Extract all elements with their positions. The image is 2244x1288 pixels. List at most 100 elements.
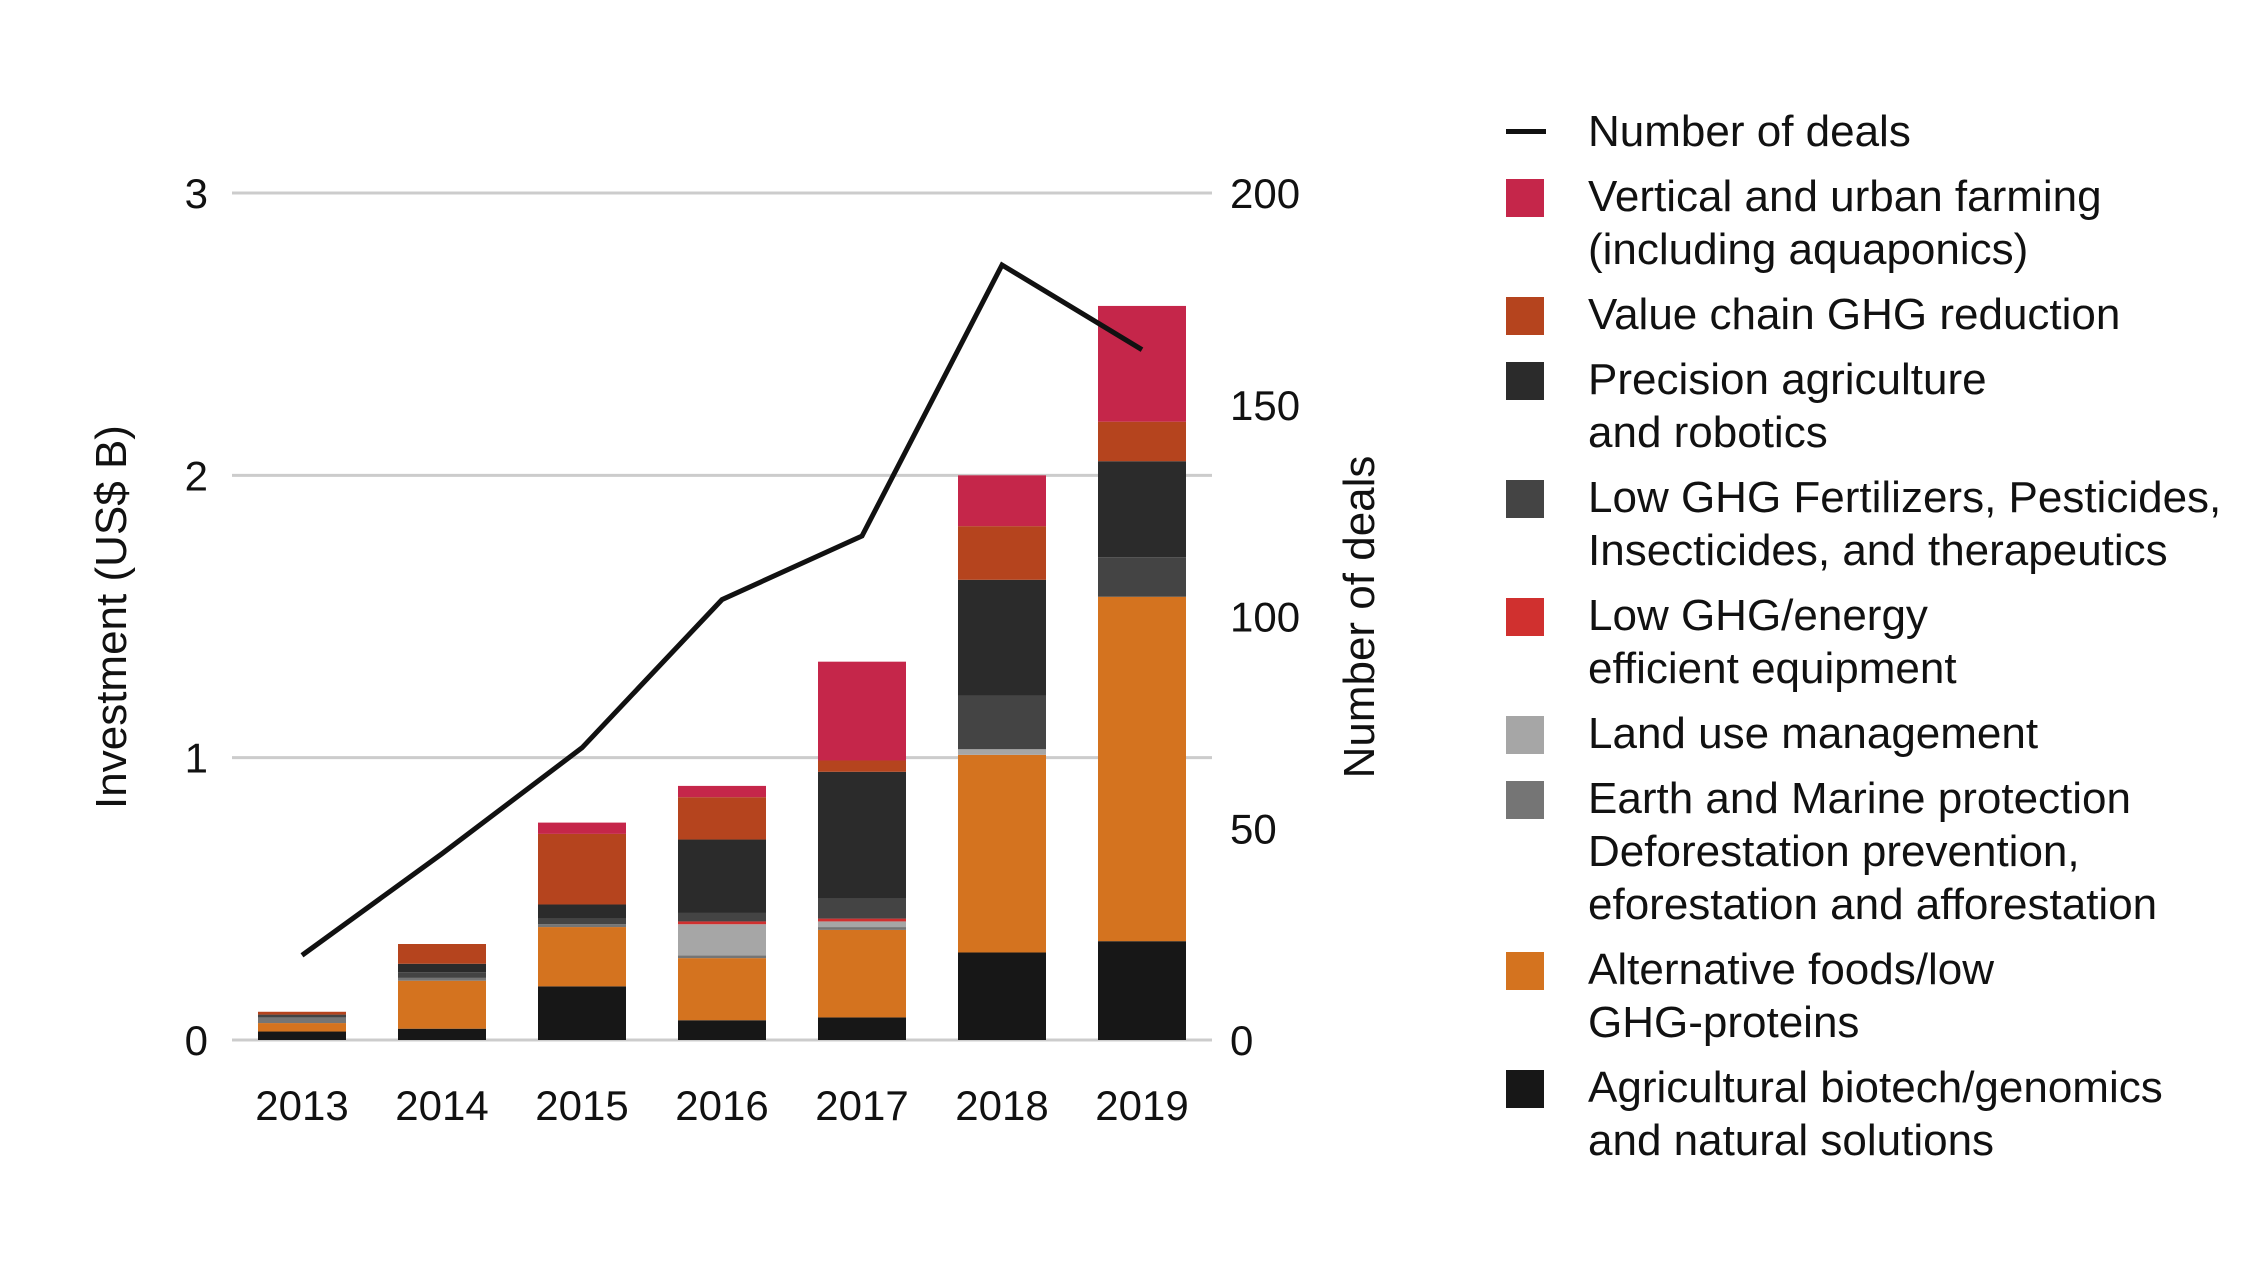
y2-tick-label: 200 — [1230, 170, 1300, 217]
bar-segment — [818, 918, 906, 922]
bar-segment — [678, 921, 766, 925]
bar-segment — [258, 1023, 346, 1032]
legend-item-value-chain-ghg: Value chain GHG reduction — [1500, 288, 2240, 341]
bar-segment — [678, 839, 766, 913]
legend-swatch — [1506, 297, 1544, 335]
bar-segment — [538, 904, 626, 919]
x-tick-label: 2015 — [535, 1082, 628, 1129]
legend-item-alternative-foods: Alternative foods/low GHG-proteins — [1500, 943, 2240, 1049]
y2-tick-label: 150 — [1230, 382, 1300, 429]
y-axis-title: Investment (US$ B) — [87, 425, 136, 809]
legend-swatch — [1506, 480, 1544, 518]
legend-swatch — [1506, 716, 1544, 754]
bar-segment — [398, 977, 486, 981]
legend-swatch — [1506, 179, 1544, 217]
x-tick-label: 2016 — [675, 1082, 768, 1129]
bar-segment — [258, 1014, 346, 1018]
y-tick-label: 0 — [185, 1017, 208, 1064]
bar-segment — [818, 661, 906, 761]
bar-segment — [678, 797, 766, 840]
legend: Number of deals Vertical and urban farmi… — [1500, 105, 2240, 1179]
legend-item-low-ghg-fertilizers: Low GHG Fertilizers, Pesticides, Insecti… — [1500, 471, 2240, 577]
legend-label: Land use management — [1588, 709, 2039, 758]
legend-label: Low GHG/energy efficient equipment — [1588, 591, 1957, 693]
legend-swatch — [1506, 781, 1544, 819]
bar-segment — [398, 944, 486, 964]
bar-segment — [958, 579, 1046, 696]
legend-item-low-ghg-equipment: Low GHG/energy efficient equipment — [1500, 589, 2240, 695]
legend-swatch — [1506, 952, 1544, 990]
bar-segment — [678, 924, 766, 956]
bar-segment — [398, 963, 486, 973]
legend-item-agricultural-biotech: Agricultural biotech/genomics and natura… — [1500, 1061, 2240, 1167]
bar-segment — [678, 912, 766, 922]
x-tick-label: 2014 — [395, 1082, 488, 1129]
x-tick-label: 2017 — [815, 1082, 908, 1129]
x-tick-label: 2013 — [255, 1082, 348, 1129]
legend-item-land-use: Land use management — [1500, 707, 2240, 760]
bar-segment — [538, 918, 626, 925]
y-tick-label: 1 — [185, 735, 208, 782]
bar-segment — [538, 986, 626, 1040]
bar-segment — [1098, 557, 1186, 597]
bar-segment — [258, 1017, 346, 1024]
bar-segment — [678, 958, 766, 1021]
bar-segment — [958, 749, 1046, 755]
y-tick-label: 2 — [185, 452, 208, 499]
bar-segment — [678, 1020, 766, 1040]
legend-label: Precision agriculture and robotics — [1588, 355, 1987, 457]
bar-segment — [678, 785, 766, 798]
x-tick-label: 2018 — [955, 1082, 1048, 1129]
bar-segment — [538, 927, 626, 987]
bar-segment — [818, 927, 906, 930]
bar-segment — [678, 955, 766, 959]
bars — [258, 305, 1186, 1040]
bar-segment — [958, 695, 1046, 750]
bar-segment — [398, 972, 486, 978]
bar-segment — [258, 1031, 346, 1040]
deals-line-layer — [300, 261, 1144, 958]
legend-swatch — [1506, 1070, 1544, 1108]
bar-segment — [818, 929, 906, 1018]
legend-label: Value chain GHG reduction — [1588, 290, 2121, 339]
axes: 0 1 2 3 0 50 100 150 200 2013 2014 2015 2016 2017 2018… — [185, 170, 1300, 1129]
legend-item-precision-agriculture: Precision agriculture and robotics — [1500, 353, 2240, 459]
bar-segment — [258, 1011, 346, 1015]
bar-segment — [958, 952, 1046, 1040]
bar-segment — [1098, 421, 1186, 462]
legend-label: Alternative foods/low GHG-proteins — [1588, 945, 1994, 1047]
bar-segment — [958, 754, 1046, 953]
bar-segment — [538, 924, 626, 928]
bar-segment — [1098, 305, 1186, 422]
legend-label: Low GHG Fertilizers, Pesticides, Insecti… — [1588, 473, 2222, 575]
y2-axis-title: Number of deals — [1335, 456, 1384, 779]
bar-segment — [538, 833, 626, 905]
y2-tick-label: 50 — [1230, 805, 1277, 852]
y-tick-label: 3 — [185, 170, 208, 217]
bar-segment — [1098, 596, 1186, 942]
legend-item-earth-marine: Earth and Marine protection Deforestatio… — [1500, 772, 2240, 931]
bar-segment — [818, 1017, 906, 1040]
legend-swatch — [1506, 598, 1544, 636]
bar-segment — [818, 921, 906, 928]
investment-chart: 0 1 2 3 0 50 100 150 200 2013 2014 2015 2016 2017 2018… — [87, 170, 1384, 1129]
x-tick-label: 2019 — [1095, 1082, 1188, 1129]
bar-segment — [1098, 941, 1186, 1040]
legend-label: Number of deals — [1588, 107, 1911, 156]
bar-segment — [538, 822, 626, 834]
legend-label: Agricultural biotech/genomics and natura… — [1588, 1063, 2163, 1165]
bar-segment — [818, 760, 906, 772]
bar-segment — [958, 475, 1046, 527]
bar-segment — [818, 898, 906, 919]
legend-swatch — [1506, 362, 1544, 400]
legend-item-number-of-deals: Number of deals — [1500, 105, 2240, 158]
bar-segment — [1098, 461, 1186, 558]
legend-label: Earth and Marine protection Deforestatio… — [1588, 774, 2158, 929]
legend-line-swatch — [1506, 129, 1546, 134]
y2-tick-label: 0 — [1230, 1017, 1253, 1064]
bar-segment — [958, 526, 1046, 580]
bar-segment — [818, 771, 906, 899]
y2-tick-label: 100 — [1230, 594, 1300, 641]
legend-label: Vertical and urban farming (including aq… — [1588, 172, 2102, 274]
